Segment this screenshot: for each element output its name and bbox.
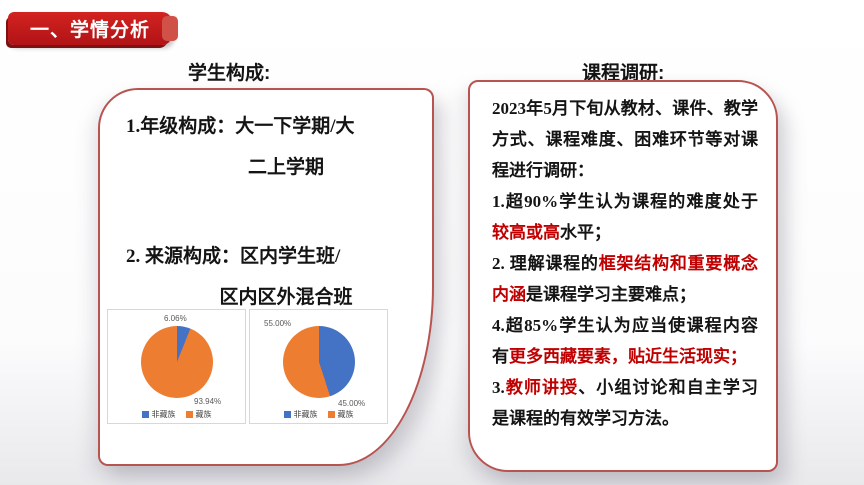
survey-paragraph: 4.超85%学生认为应当使课程内容有更多西藏要素，贴近生活现实； [492, 310, 758, 372]
survey-text-run: 3. [492, 378, 505, 397]
survey-paragraph: 2. 理解课程的框架结构和重要概念内涵是课程学习主要难点； [492, 248, 758, 310]
pie-charts-row: 6.06% 93.94% 非藏族 藏族 55.00% 45.00% 非藏族 藏族 [107, 309, 388, 424]
pie-legend: 非藏族 藏族 [108, 409, 245, 420]
legend-label: 非藏族 [293, 410, 318, 419]
pie-chart-panel: 55.00% 45.00% 非藏族 藏族 [249, 309, 388, 424]
legend-item: 藏族 [185, 409, 212, 420]
survey-text-run: 2. 理解课程的 [492, 254, 599, 273]
survey-text-run: 、小组讨论和自主学习是课程的有效学习方法。 [492, 378, 759, 428]
survey-paragraph: 3.教师讲授、小组讨论和自主学习是课程的有效学习方法。 [492, 372, 758, 434]
survey-text-run: 水平； [560, 223, 611, 242]
course-survey-card: 2023年5月下旬从教材、课件、教学方式、课程难度、困难环节等对课程进行调研： 1… [468, 80, 778, 472]
course-survey-text: 2023年5月下旬从教材、课件、教学方式、课程难度、困难环节等对课程进行调研： 1… [470, 82, 776, 434]
pie-percentage-label: 6.06% [164, 314, 187, 323]
student-composition-header: 学生构成: [188, 63, 271, 84]
survey-highlight-text: 较高或高 [492, 223, 560, 242]
legend-swatch [141, 411, 149, 418]
survey-text-run: 2023年5月下旬从教材、课件、教学方式、课程难度、困难环节等对课程进行调研： [492, 99, 758, 180]
survey-highlight-text: 框架结构和重要概念内涵 [492, 254, 759, 304]
survey-highlight-text: 教师讲授 [504, 378, 579, 397]
legend-swatch [283, 411, 291, 418]
legend-label: 非藏族 [151, 410, 176, 419]
pie-percentage-label: 45.00% [338, 399, 366, 408]
section-title-banner: 一、学情分析 [8, 12, 178, 45]
survey-text-run: 是课程学习主要难点； [526, 285, 696, 304]
student-line: 2. 来源构成：区内学生班/ [126, 246, 341, 267]
pie-chart [140, 326, 213, 398]
pie-chart [282, 326, 355, 398]
pie-percentage-label: 93.94% [194, 397, 222, 406]
legend-item: 非藏族 [141, 409, 176, 420]
legend-swatch [185, 411, 193, 418]
survey-text-run: 1.超90%学生认为课程的难度处于 [492, 192, 758, 211]
survey-paragraph: 2023年5月下旬从教材、课件、教学方式、课程难度、困难环节等对课程进行调研： [492, 93, 758, 186]
survey-paragraph: 1.超90%学生认为课程的难度处于较高或高水平； [492, 186, 758, 248]
legend-label: 藏族 [195, 410, 212, 419]
pie-legend: 非藏族 藏族 [250, 409, 387, 420]
course-survey-header: 课程调研: [582, 63, 665, 84]
legend-item: 藏族 [327, 409, 354, 420]
student-line: 二上学期 [247, 157, 324, 178]
student-line: 1.年级构成：大一下学期/大 [126, 116, 355, 137]
student-composition-card: 1.年级构成：大一下学期/大 二上学期 2. 来源构成：区内学生班/区内区外混合班 … [98, 88, 434, 466]
legend-swatch [327, 411, 335, 418]
section-title: 一、学情分析 [29, 20, 150, 41]
survey-highlight-text: 更多西藏要素，贴近生活现实； [509, 347, 747, 366]
pie-percentage-label: 55.00% [264, 319, 292, 328]
legend-label: 藏族 [337, 410, 354, 419]
student-line: 区内区外混合班 [219, 287, 353, 308]
legend-item: 非藏族 [283, 409, 318, 420]
student-composition-text: 1.年级构成：大一下学期/大二上学期 2. 来源构成：区内学生班/区内区外混合班 [100, 90, 432, 318]
pie-chart-panel: 6.06% 93.94% 非藏族 藏族 [107, 309, 246, 424]
survey-text-run: 4.超85%学生认为应当使课程内容有 [492, 316, 758, 366]
